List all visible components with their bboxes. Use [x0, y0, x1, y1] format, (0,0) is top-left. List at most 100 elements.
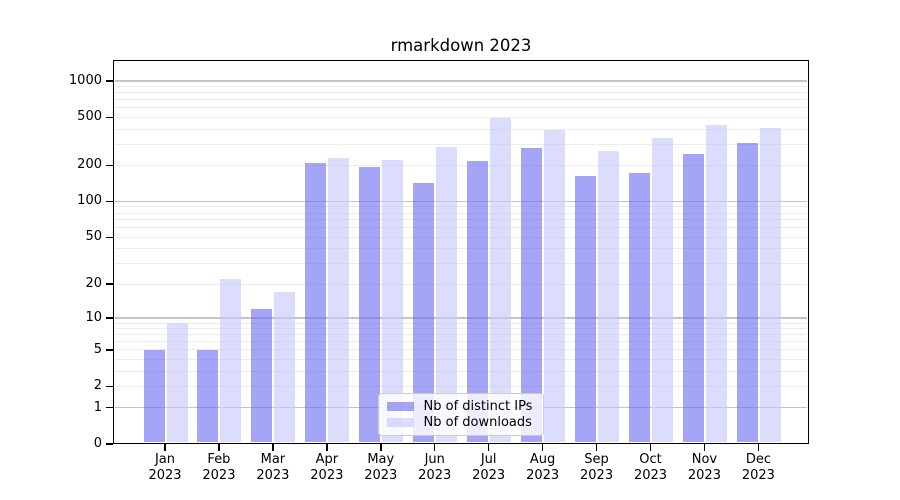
x-tick-label-may: May 2023: [364, 452, 398, 483]
x-tick-may: [380, 444, 382, 451]
gridline-minor-4: [115, 358, 807, 360]
gridline-minor-800: [115, 92, 807, 94]
y-tick-label-1: 1: [93, 399, 102, 415]
x-tick-label-dec: Dec 2023: [741, 452, 775, 483]
gridline-minor-600: [115, 107, 807, 109]
x-tick-label-apr: Apr 2023: [310, 452, 344, 483]
bar-downloads-sep: [598, 150, 620, 443]
x-tick-dec: [757, 444, 760, 451]
gridline-minor-200: [115, 164, 807, 166]
gridline-minor-20: [115, 283, 807, 285]
legend-swatch-icon: [386, 418, 414, 427]
x-tick-label-jul: Jul 2023: [472, 452, 506, 483]
bar-distinct-ips-may: [359, 166, 381, 443]
x-tick-mar: [272, 444, 274, 451]
y-tick-1000: [106, 80, 113, 82]
y-tick-2: [106, 385, 113, 388]
bar-distinct-ips-oct: [629, 172, 650, 443]
gridline-minor-30: [115, 263, 807, 265]
x-tick-jun: [433, 444, 436, 451]
x-tick-label-jan: Jan 2023: [148, 452, 182, 483]
legend: Nb of distinct IPs Nb of downloads: [377, 392, 544, 436]
x-tick-nov: [703, 444, 706, 451]
gridline-minor-500: [115, 116, 807, 118]
x-tick-aug: [541, 444, 544, 451]
gridline-minor-8: [115, 328, 807, 330]
gridline-minor-40: [115, 248, 807, 250]
gridline-minor-400: [115, 128, 807, 130]
gridline-minor-50: [115, 236, 807, 238]
gridline-major-10: [115, 317, 807, 319]
gridline-major-100: [115, 200, 807, 203]
y-tick-0: [106, 443, 113, 445]
y-tick-200: [106, 164, 113, 167]
bar-distinct-ips-apr: [305, 162, 327, 443]
x-tick-label-oct: Oct 2023: [633, 452, 668, 483]
gridline-minor-5: [115, 349, 807, 351]
y-tick-20: [106, 283, 113, 285]
bar-downloads-jan: [166, 323, 188, 443]
x-tick-label-sep: Sep 2023: [580, 452, 614, 483]
y-tick-500: [106, 116, 113, 119]
bar-distinct-ips-aug: [521, 148, 543, 443]
gridline-minor-2: [115, 385, 807, 387]
bar-distinct-ips-feb: [197, 349, 219, 443]
x-tick-label-jun: Jun 2023: [418, 452, 452, 483]
legend-item-label: Nb of distinct IPs: [423, 398, 533, 414]
bar-distinct-ips-jul: [467, 160, 489, 443]
y-tick-label-2: 2: [93, 378, 102, 394]
bar-downloads-feb: [220, 279, 242, 443]
bar-downloads-aug: [544, 129, 566, 443]
gridline-minor-80: [115, 212, 807, 214]
legend-item-0: Nb of distinct IPs: [386, 398, 535, 415]
y-tick-10: [106, 317, 113, 319]
x-tick-label-feb: Feb 2023: [202, 452, 236, 483]
x-tick-jul: [487, 444, 490, 451]
y-tick-label-1000: 1000: [68, 72, 102, 88]
chart-title: rmarkdown 2023: [390, 36, 532, 55]
gridline-minor-7: [115, 334, 807, 336]
x-tick-sep: [595, 444, 598, 451]
gridline-minor-90: [115, 206, 807, 208]
bar-downloads-mar: [274, 292, 296, 443]
gridline-minor-60: [115, 227, 807, 229]
gridline-minor-70: [115, 219, 807, 221]
bar-distinct-ips-mar: [251, 309, 273, 443]
y-tick-label-0: 0: [93, 436, 102, 451]
legend-swatch-icon: [386, 402, 414, 411]
y-tick-label-200: 200: [77, 157, 102, 173]
bar-downloads-jun: [436, 147, 458, 443]
y-tick-label-100: 100: [77, 193, 102, 209]
y-tick-1: [106, 406, 113, 409]
bar-distinct-ips-dec: [736, 142, 758, 443]
gridline-minor-9: [115, 322, 807, 324]
x-tick-jan: [164, 444, 166, 451]
x-tick-label-nov: Nov 2023: [687, 452, 721, 483]
x-tick-feb: [218, 444, 220, 451]
bar-distinct-ips-jan: [143, 349, 165, 443]
bar-downloads-dec: [759, 128, 781, 443]
x-tick-apr: [326, 444, 328, 451]
y-tick-label-50: 50: [85, 229, 102, 245]
y-tick-label-5: 5: [93, 341, 102, 357]
x-tick-oct: [649, 444, 652, 451]
bar-downloads-jul: [490, 118, 512, 443]
gridline-minor-3: [115, 370, 807, 372]
y-tick-label-10: 10: [85, 309, 102, 325]
y-tick-50: [106, 236, 113, 239]
y-tick-label-500: 500: [77, 109, 102, 125]
gridline-minor-6: [115, 341, 807, 343]
y-tick-100: [106, 200, 113, 203]
bar-downloads-apr: [328, 157, 350, 443]
gridline-major-1000: [115, 80, 807, 82]
y-tick-label-20: 20: [85, 276, 102, 291]
bar-downloads-oct: [652, 138, 673, 443]
legend-item-label: Nb of downloads: [423, 414, 532, 430]
bar-downloads-nov: [705, 124, 727, 443]
bar-distinct-ips-jun: [413, 183, 435, 443]
y-tick-5: [106, 349, 113, 351]
x-tick-label-mar: Mar 2023: [256, 452, 290, 483]
bar-downloads-may: [382, 160, 404, 443]
gridline-minor-300: [115, 143, 807, 145]
